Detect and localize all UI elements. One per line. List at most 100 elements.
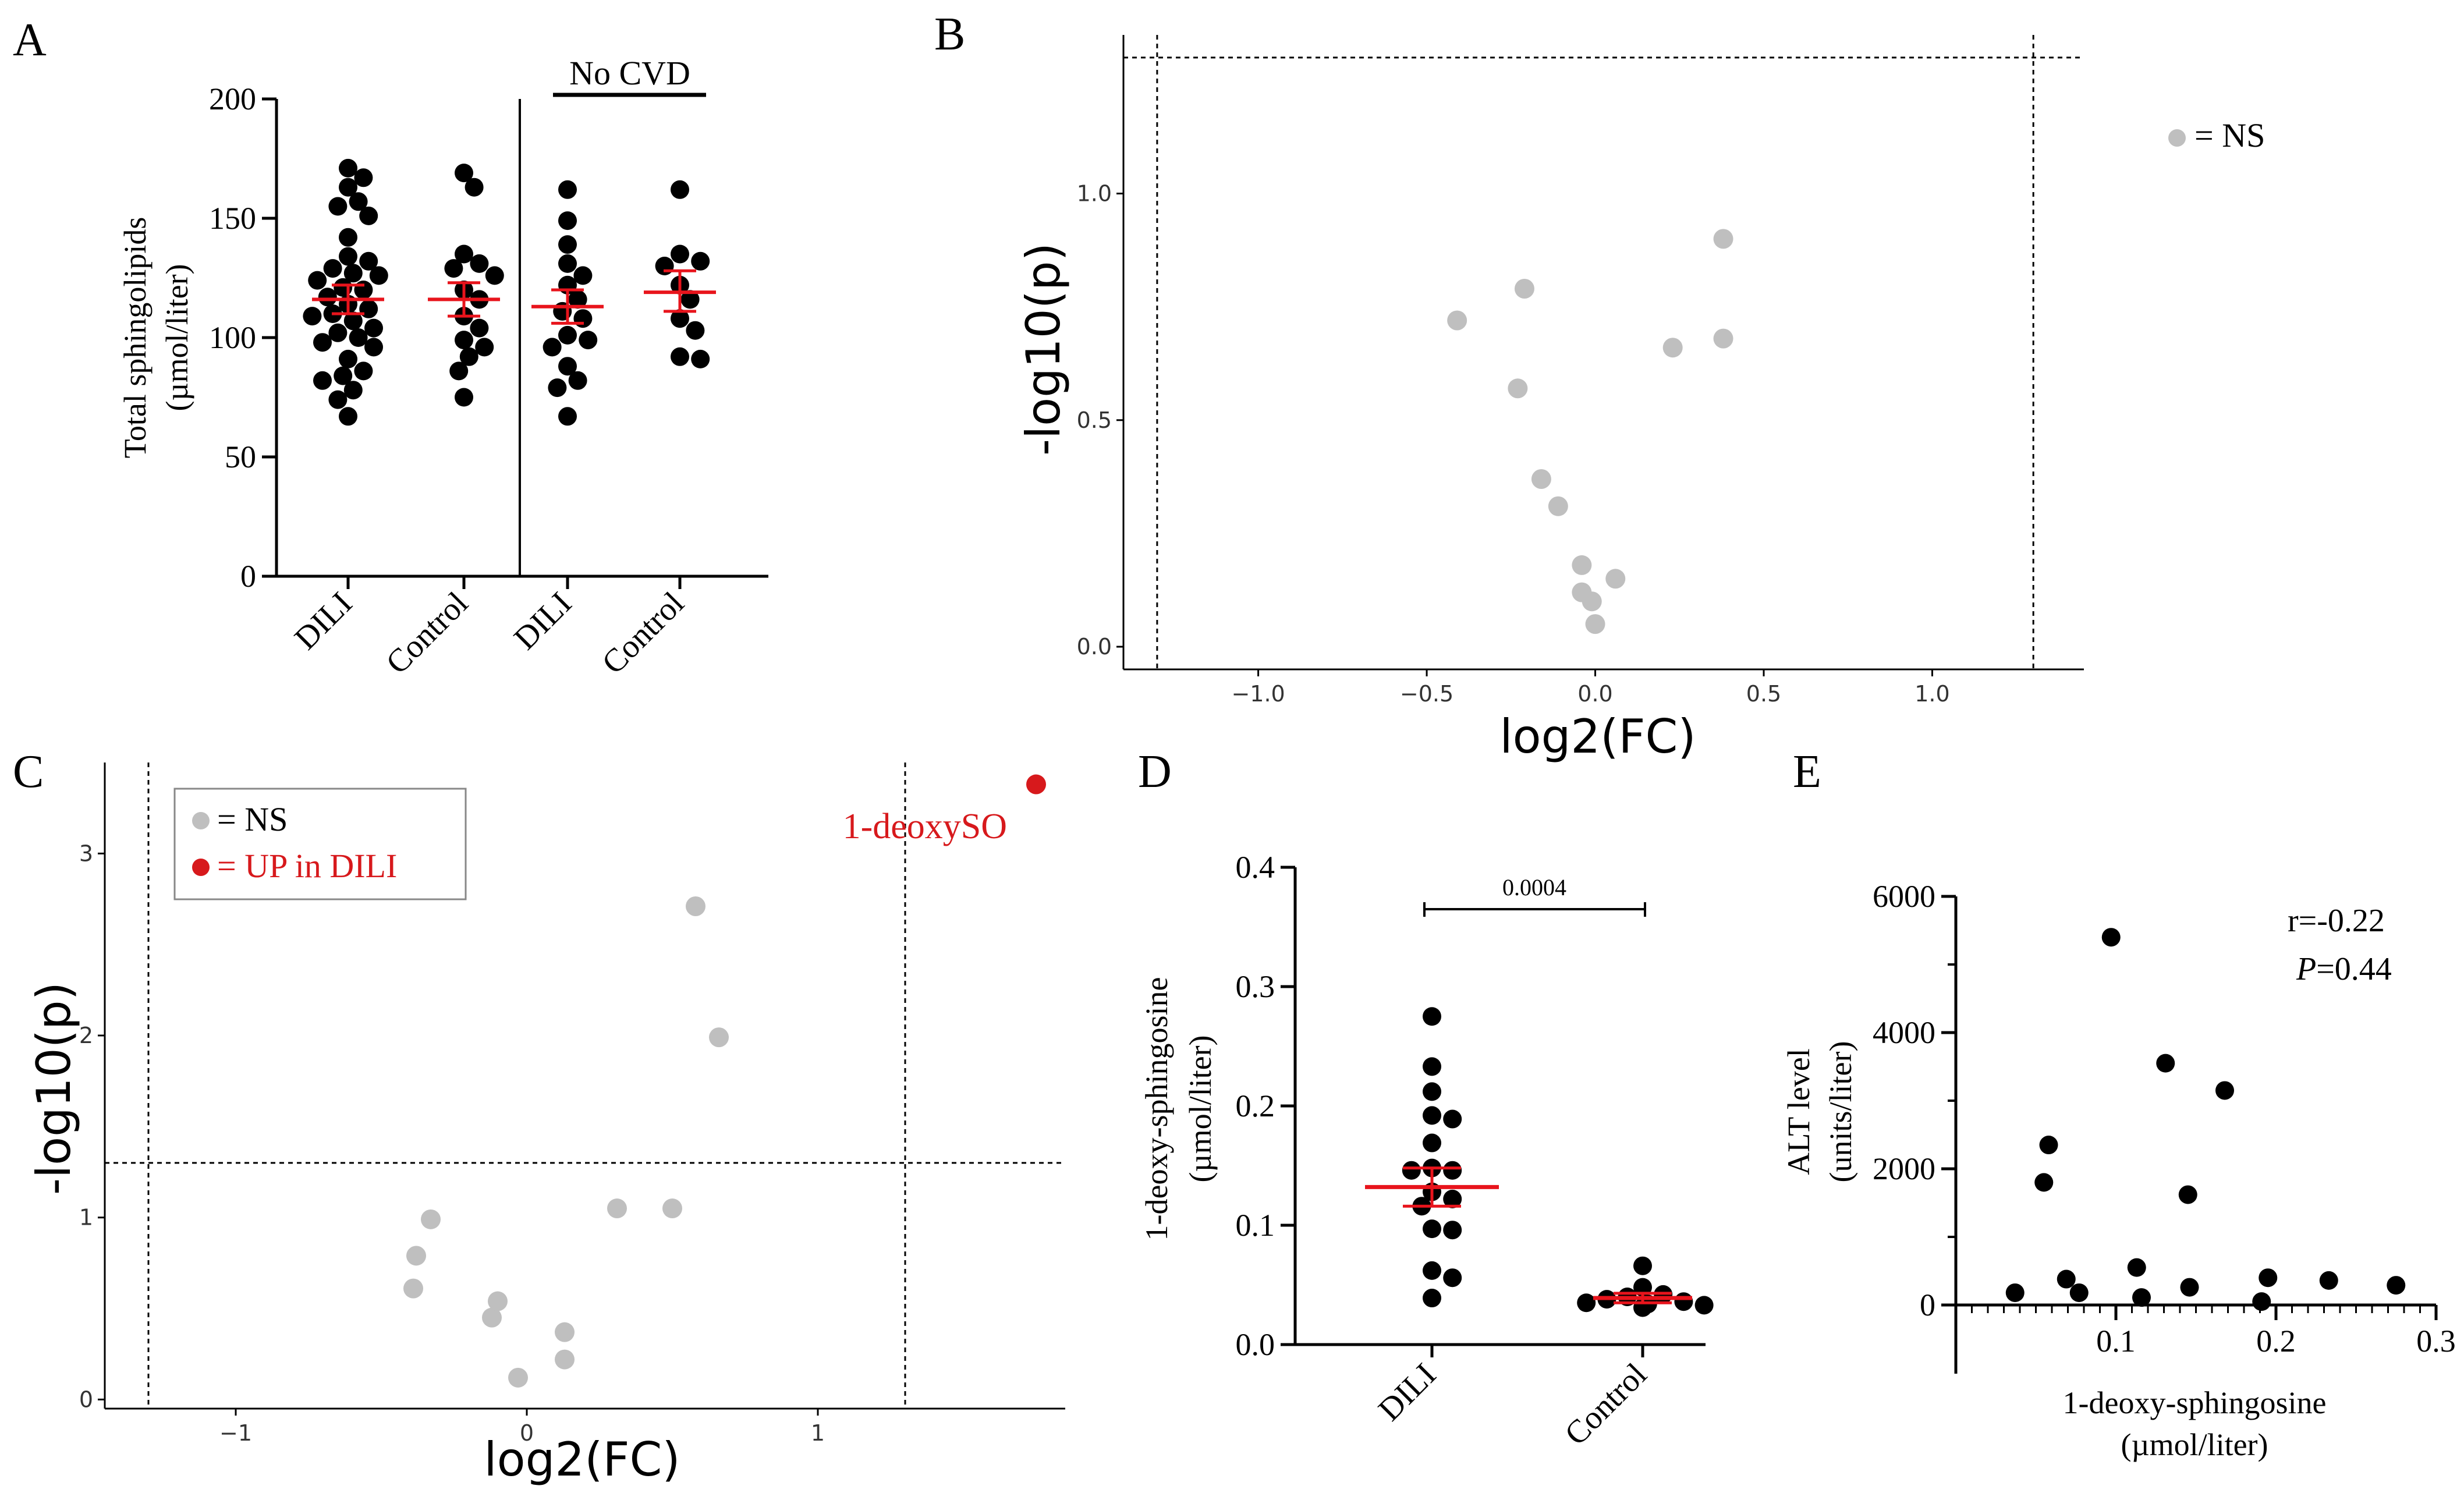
panel-e-data-point	[2156, 1054, 2175, 1073]
panel-a-data-point	[449, 361, 469, 381]
panel-a-data-point	[655, 257, 674, 275]
panel-a-data-point	[318, 288, 337, 307]
panel-label-a: A	[13, 15, 47, 66]
panel-c-legend-ns-label: = NS	[217, 800, 288, 838]
panel-e-x-tick-label: 0.1	[2096, 1324, 2136, 1359]
panel-c-highlight-label: 1-deoxySO	[843, 807, 1007, 846]
panel-d-data-point	[1402, 1161, 1421, 1180]
panel-a-group-label: No CVD	[569, 54, 690, 92]
panel-a-data-point	[558, 254, 577, 273]
panel-e-x-tick-label: 0.3	[2416, 1324, 2456, 1359]
panel-e-x-label-line2: (µmol/liter)	[2121, 1427, 2268, 1462]
panel-d-x-tick-label: Control	[1558, 1356, 1654, 1452]
b-x-tick-label: 0.0	[1577, 681, 1612, 707]
c-y-tick-label: 1	[79, 1205, 93, 1230]
panel-e-stat-p-symbol: P	[2296, 951, 2316, 987]
panel-b-legend-ns-marker	[2168, 129, 2186, 147]
b-y-tick-label: 0.5	[1077, 407, 1112, 433]
panel-c-legend-up-label: = UP in DILI	[217, 847, 397, 885]
panel-c-legend-up-marker	[192, 859, 210, 876]
panel-a-data-point	[349, 192, 368, 211]
panel-a-x-tick-label: DILI	[507, 585, 579, 657]
panel-c: −1 0 1 0 1 2 3 log2(FC) -log10(p) = NS = UP in…	[27, 763, 1065, 1487]
panel-c-x-label: log2(FC)	[484, 1432, 680, 1487]
panel-a-data-point	[313, 333, 332, 352]
b-data-point	[1582, 591, 1602, 612]
panel-a-data-point	[455, 244, 473, 264]
b-data-point	[1447, 310, 1467, 331]
panel-d: 0.0004 0.0 0.1 0.2 0.3 0.4 DILI Control 1-deo…	[1139, 850, 1714, 1452]
panel-a-data-point	[323, 259, 342, 278]
panel-a-data-point	[568, 371, 587, 390]
panel-a-data-point	[558, 407, 577, 426]
panel-d-y-label-line1: 1-deoxy-sphingosine	[1139, 977, 1174, 1241]
panel-e-data-point	[2215, 1081, 2234, 1100]
panel-e-data-point	[2252, 1292, 2271, 1311]
panel-d-data-point	[1443, 1189, 1462, 1208]
panel-a-data-point	[359, 206, 378, 225]
panel-a-data-point	[339, 228, 357, 247]
panel-e-data-point	[2034, 1173, 2054, 1192]
panel-a-data-point	[339, 247, 357, 266]
panel-label-e: E	[1793, 746, 1821, 797]
b-y-tick-label: 0.0	[1077, 634, 1112, 659]
panel-d-x-tick-label: DILI	[1371, 1356, 1443, 1428]
panel-c-legend-ns-marker	[192, 812, 210, 829]
panel-d-data-point	[1443, 1109, 1462, 1129]
panel-a-data-point	[339, 158, 357, 178]
panel-e-data-point	[2101, 928, 2121, 947]
panel-d-pvalue: 0.0004	[1502, 874, 1566, 900]
panel-a-data-point	[328, 323, 348, 342]
panel-a-data-point	[339, 407, 357, 426]
panel-a-data-point	[573, 266, 593, 285]
panel-e-y-tick-label: 2000	[1873, 1151, 1935, 1186]
panel-a-data-point	[485, 266, 504, 285]
panel-a-data-point	[671, 180, 689, 199]
c-data-point	[709, 1027, 729, 1048]
panel-a-data-point	[686, 321, 705, 340]
panel-a-data-point	[328, 390, 348, 409]
c-data-point	[555, 1349, 575, 1370]
panel-b-legend-ns-label: = NS	[2194, 116, 2265, 154]
panel-a-y-tick-label: 0	[240, 559, 256, 594]
panel-a-data-point	[444, 259, 463, 278]
c-data-point	[482, 1307, 502, 1328]
panel-b: −1.0 −0.5 0.0 0.5 1.0 0.0 0.5 1.0 log2(FC) -log…	[1016, 35, 2265, 764]
b-data-point	[1531, 469, 1551, 489]
panel-a-data-point	[671, 244, 689, 264]
b-data-point	[1508, 378, 1528, 399]
panel-a-data-point	[339, 349, 357, 368]
panel-d-y-label-line2: (µmol/liter)	[1183, 1035, 1218, 1182]
panel-a-data-point	[339, 178, 357, 197]
panel-a-data-point	[354, 361, 373, 381]
panel-d-data-point	[1423, 1082, 1441, 1101]
c-x-tick-label: 1	[811, 1420, 825, 1446]
panel-d-data-point	[1423, 1133, 1441, 1152]
panel-a-y-tick-label: 200	[209, 81, 256, 116]
panel-e-data-point	[2005, 1283, 2025, 1302]
b-y-tick-label: 1.0	[1077, 181, 1112, 207]
panel-e-y-label-line2: (units/liter)	[1823, 1041, 1858, 1183]
panel-a-data-point	[691, 349, 710, 368]
panel-c-y-label: -log10(p)	[27, 982, 81, 1195]
panel-e-y-tick-label: 6000	[1873, 879, 1935, 914]
panel-d-data-point	[1694, 1296, 1714, 1315]
panel-a-data-point	[359, 251, 378, 271]
panel-e-y-label-line1: ALT level	[1781, 1048, 1816, 1175]
panel-a-y-tick-label: 100	[209, 320, 256, 355]
panel-d-y-tick-label: 0.2	[1236, 1088, 1275, 1123]
panel-a-data-point	[548, 378, 567, 398]
panel-a-data-point	[671, 347, 689, 366]
c-data-point	[406, 1246, 426, 1266]
panel-e-data-point	[2180, 1278, 2199, 1297]
panel-d-data-point	[1674, 1292, 1693, 1311]
panel-label-c: C	[13, 746, 44, 797]
panel-e-y-tick-label: 0	[1920, 1288, 1935, 1322]
c-data-point	[508, 1367, 528, 1388]
panel-a-y-tick-label: 150	[209, 201, 256, 236]
panel-a-data-point	[465, 178, 484, 197]
panel-e-data-point	[2178, 1185, 2197, 1204]
panel-a-data-point	[455, 164, 473, 183]
panel-a-data-point	[455, 331, 473, 350]
